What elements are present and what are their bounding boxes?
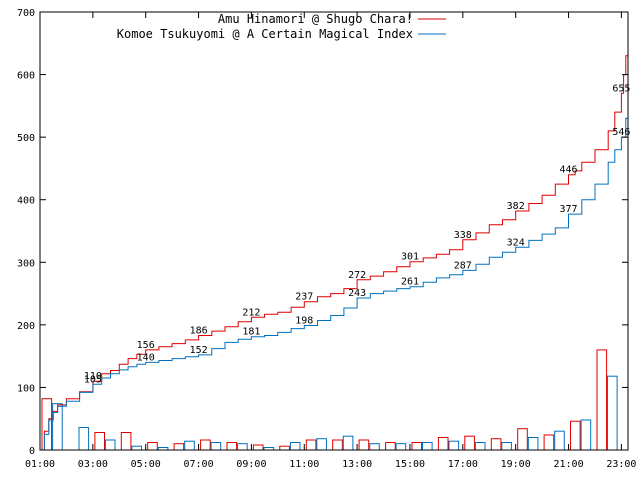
series-line-2	[40, 108, 629, 451]
y-tick-label-6: 600	[17, 71, 35, 82]
data-label-1-7: 338	[454, 230, 472, 241]
data-label-2-5: 243	[348, 288, 366, 299]
x-tick-label-0: 01:00	[25, 459, 55, 470]
legend: Amu Hinamori @ Shugo Chara!Komoe Tsukuyo…	[117, 12, 446, 41]
y-tick-label-3: 300	[17, 258, 35, 269]
data-label-2-2: 152	[190, 345, 208, 356]
data-label-1-2: 186	[190, 326, 208, 337]
labels-layer: 110 156 186 212 237 272 301 338 382 446 655 105 140 1…	[84, 83, 631, 385]
y-tick-label-4: 400	[17, 196, 35, 207]
data-label-1-6: 301	[401, 252, 419, 263]
legend-label-1: Amu Hinamori @ Shugo Chara!	[218, 12, 413, 26]
x-tick-label-4: 09:00	[236, 459, 266, 470]
data-label-1-3: 212	[242, 307, 260, 318]
series-line-1	[40, 40, 629, 451]
data-label-2-0: 105	[84, 374, 102, 385]
y-tick-label-0: 0	[29, 446, 35, 457]
plot-frame	[39, 11, 629, 451]
data-label-1-1: 156	[137, 340, 155, 351]
x-tick-label-8: 17:00	[448, 459, 478, 470]
y-tick-label-1: 100	[17, 383, 35, 394]
data-label-1-0: 110	[84, 371, 102, 382]
x-tick-label-9: 19:00	[501, 459, 531, 470]
data-label-2-1: 140	[137, 352, 155, 363]
y-tick-label-7: 700	[17, 8, 35, 19]
data-label-2-10: 546	[612, 127, 630, 138]
data-label-2-7: 287	[454, 260, 472, 271]
x-tick-label-11: 23:00	[606, 459, 636, 470]
x-tick-label-10: 21:00	[553, 459, 583, 470]
data-label-2-4: 198	[295, 316, 313, 327]
lines-layer	[40, 40, 629, 451]
axes-layer: 0 100 200 300 400 500 600 700 01:00 03:00 05:00 07:…	[17, 8, 637, 470]
x-tick-label-5: 11:00	[289, 459, 319, 470]
data-label-1-10: 655	[612, 83, 630, 94]
y-tick-label-2: 200	[17, 321, 35, 332]
x-tick-label-2: 05:00	[131, 459, 161, 470]
x-tick-label-7: 15:00	[395, 459, 425, 470]
x-tick-label-3: 07:00	[184, 459, 214, 470]
legend-label-2: Komoe Tsukuyomi @ A Certain Magical Inde…	[117, 27, 413, 41]
data-label-2-9: 377	[559, 204, 577, 215]
data-label-1-5: 272	[348, 270, 366, 281]
data-label-2-6: 261	[401, 277, 419, 288]
data-label-1-9: 446	[559, 165, 577, 176]
x-tick-label-6: 13:00	[342, 459, 372, 470]
y-tick-label-5: 500	[17, 133, 35, 144]
data-label-1-8: 382	[507, 201, 525, 212]
data-label-2-3: 181	[242, 327, 260, 338]
data-label-1-4: 237	[295, 292, 313, 303]
data-label-2-8: 324	[507, 237, 525, 248]
x-tick-label-1: 03:00	[78, 459, 108, 470]
